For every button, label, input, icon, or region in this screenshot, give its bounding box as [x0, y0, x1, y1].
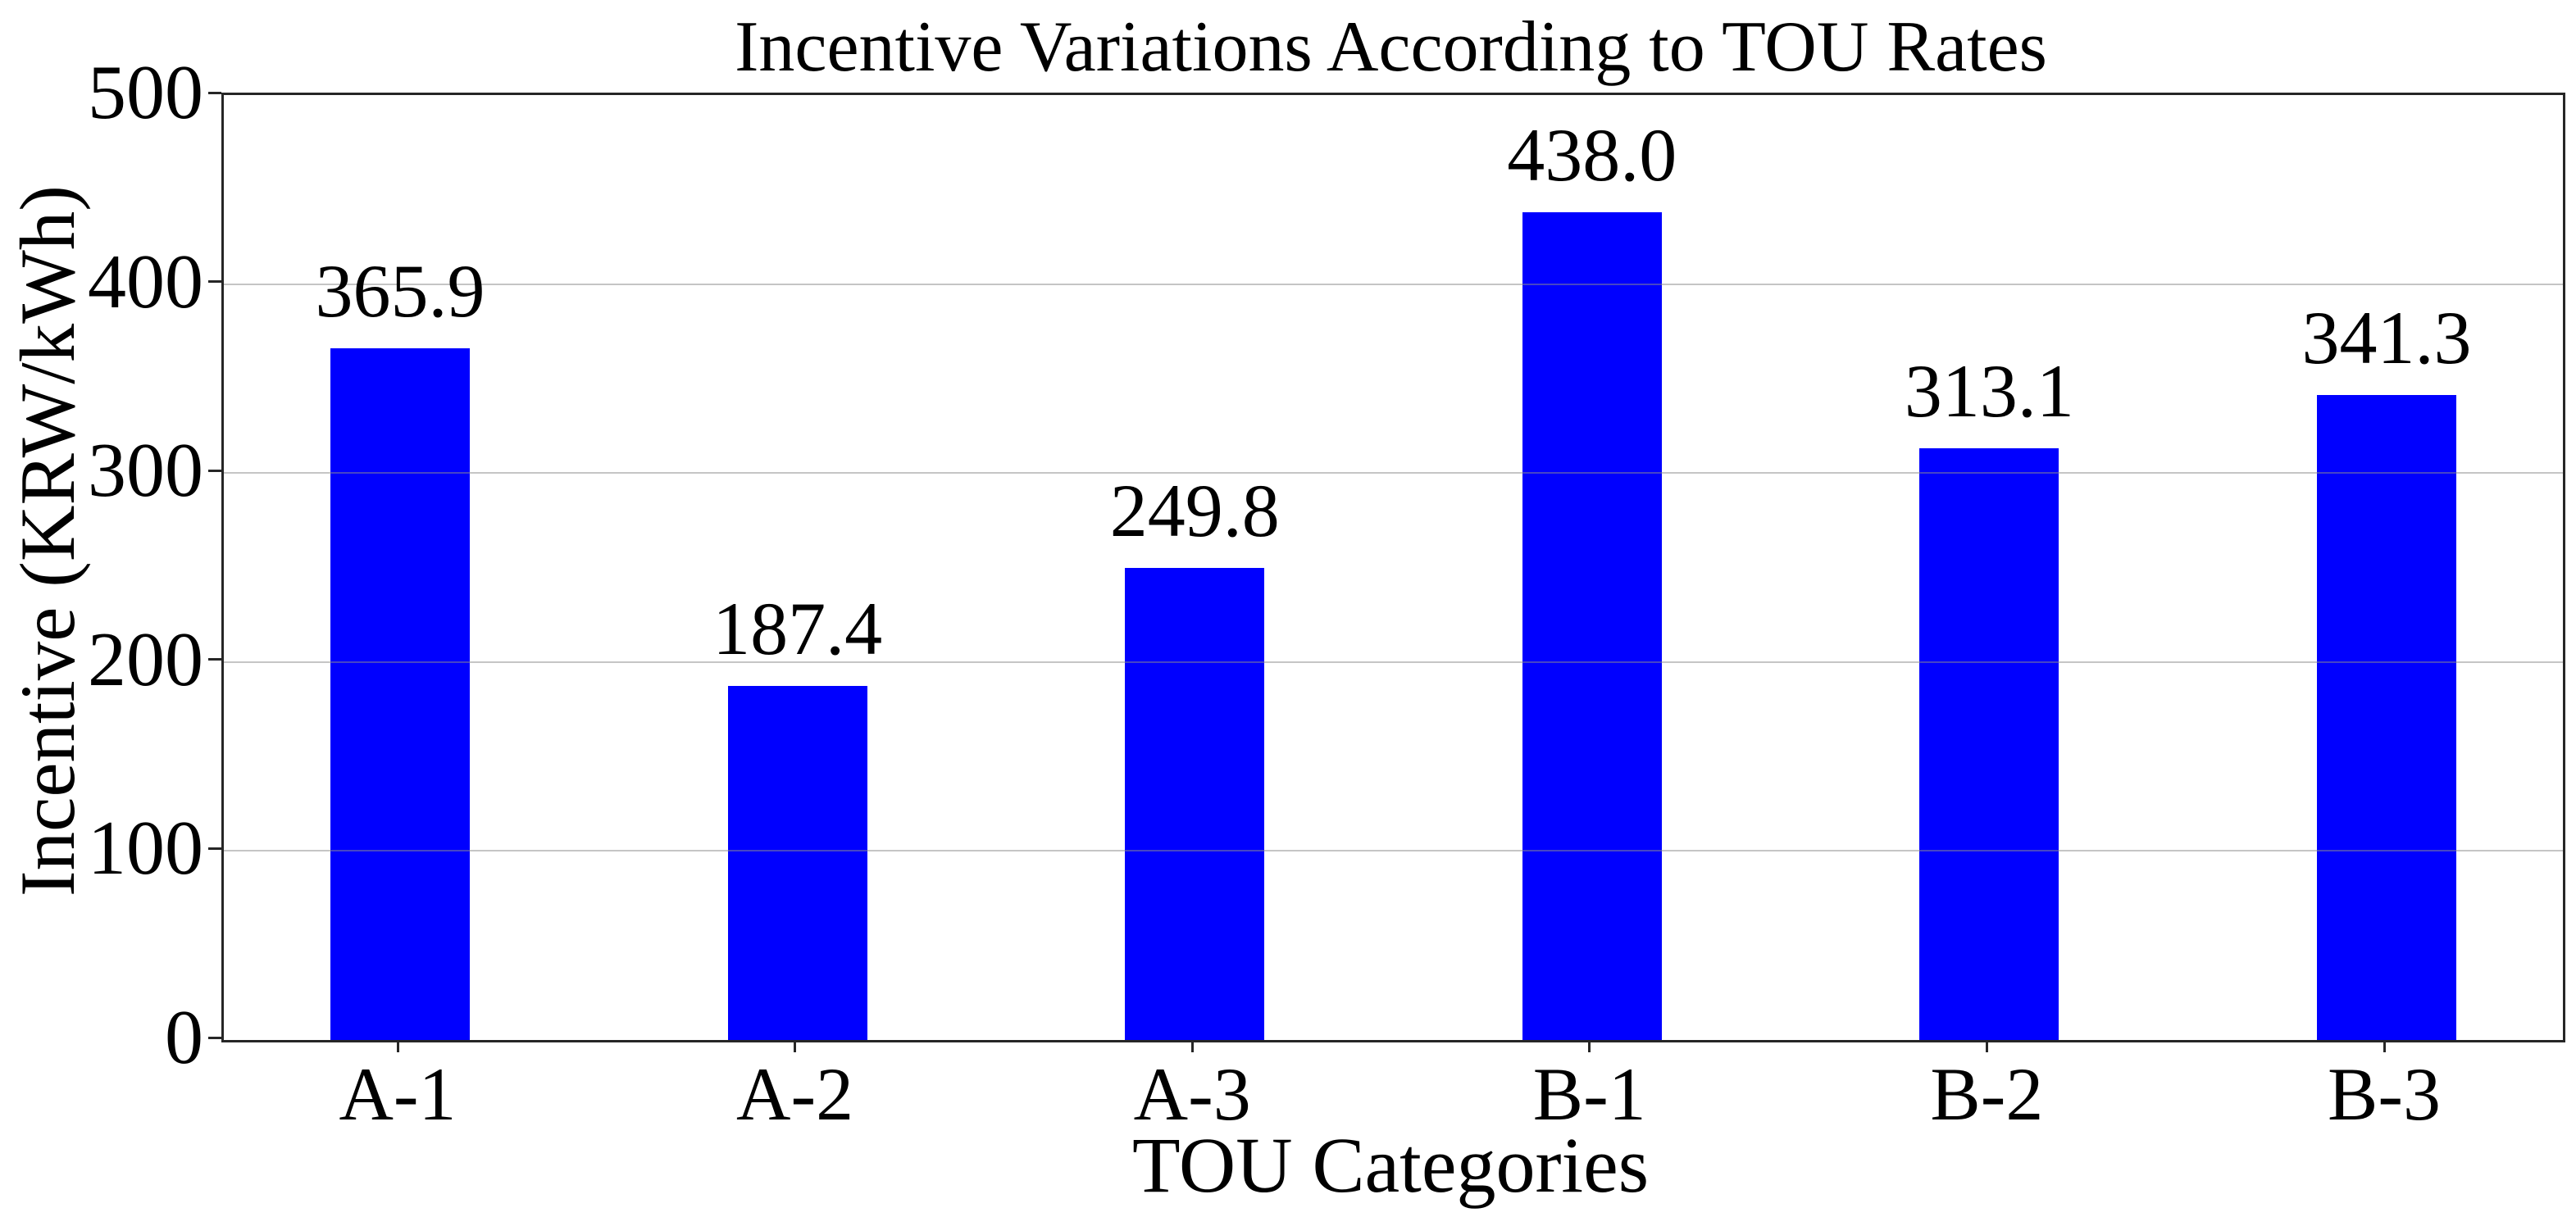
x-tick-mark [396, 1040, 399, 1052]
bar [1522, 211, 1662, 1040]
gridline [224, 472, 2563, 475]
bar [1125, 567, 1265, 1040]
y-tick-label: 100 [88, 806, 203, 892]
bar-value-label: 249.8 [1109, 468, 1280, 552]
y-tick-label: 300 [88, 428, 203, 514]
bar [330, 348, 470, 1040]
x-tick-mark [794, 1040, 797, 1052]
y-tick-label: 200 [88, 616, 203, 702]
gridline [224, 661, 2563, 663]
bar-value-label: 341.3 [2301, 295, 2472, 379]
x-tick-mark [1985, 1040, 1988, 1052]
y-tick-mark [208, 1036, 221, 1039]
bar [727, 685, 867, 1040]
x-tick-mark [2383, 1040, 2386, 1052]
bar-value-label: 438.0 [1507, 112, 1677, 197]
y-tick-mark [208, 91, 221, 94]
x-tick-label: B-2 [1930, 1052, 2044, 1136]
bar-value-label: 365.9 [315, 249, 485, 334]
x-tick-label: B-3 [2328, 1052, 2441, 1136]
x-tick-label: A-2 [736, 1052, 854, 1136]
chart-title: Incentive Variations According to TOU Ra… [735, 7, 2047, 87]
plot-area: 365.9 187.4 249.8 438.0 313.1 341.3 [221, 93, 2565, 1042]
x-tick-label: A-3 [1133, 1052, 1251, 1136]
y-tick-label: 400 [88, 238, 203, 325]
x-tick-mark [1190, 1040, 1194, 1052]
bar [2317, 394, 2456, 1040]
gridline [224, 283, 2563, 285]
x-tick-mark [1588, 1040, 1591, 1052]
y-tick-mark [208, 847, 221, 850]
bar [1919, 448, 2059, 1040]
bar-value-label: 313.1 [1904, 349, 2074, 433]
y-tick-mark [208, 469, 221, 472]
y-tick-label: 0 [165, 995, 203, 1080]
x-axis-label: TOU Categories [1131, 1121, 1650, 1209]
gridline [224, 850, 2563, 852]
y-axis-label: Incentive (KRW/kWh) [4, 185, 91, 897]
bar-value-label: 187.4 [712, 586, 883, 670]
x-tick-label: A-1 [339, 1052, 457, 1136]
y-tick-label: 500 [88, 50, 203, 135]
y-tick-mark [208, 280, 221, 284]
x-tick-label: B-1 [1532, 1052, 1646, 1136]
y-tick-mark [208, 658, 221, 661]
